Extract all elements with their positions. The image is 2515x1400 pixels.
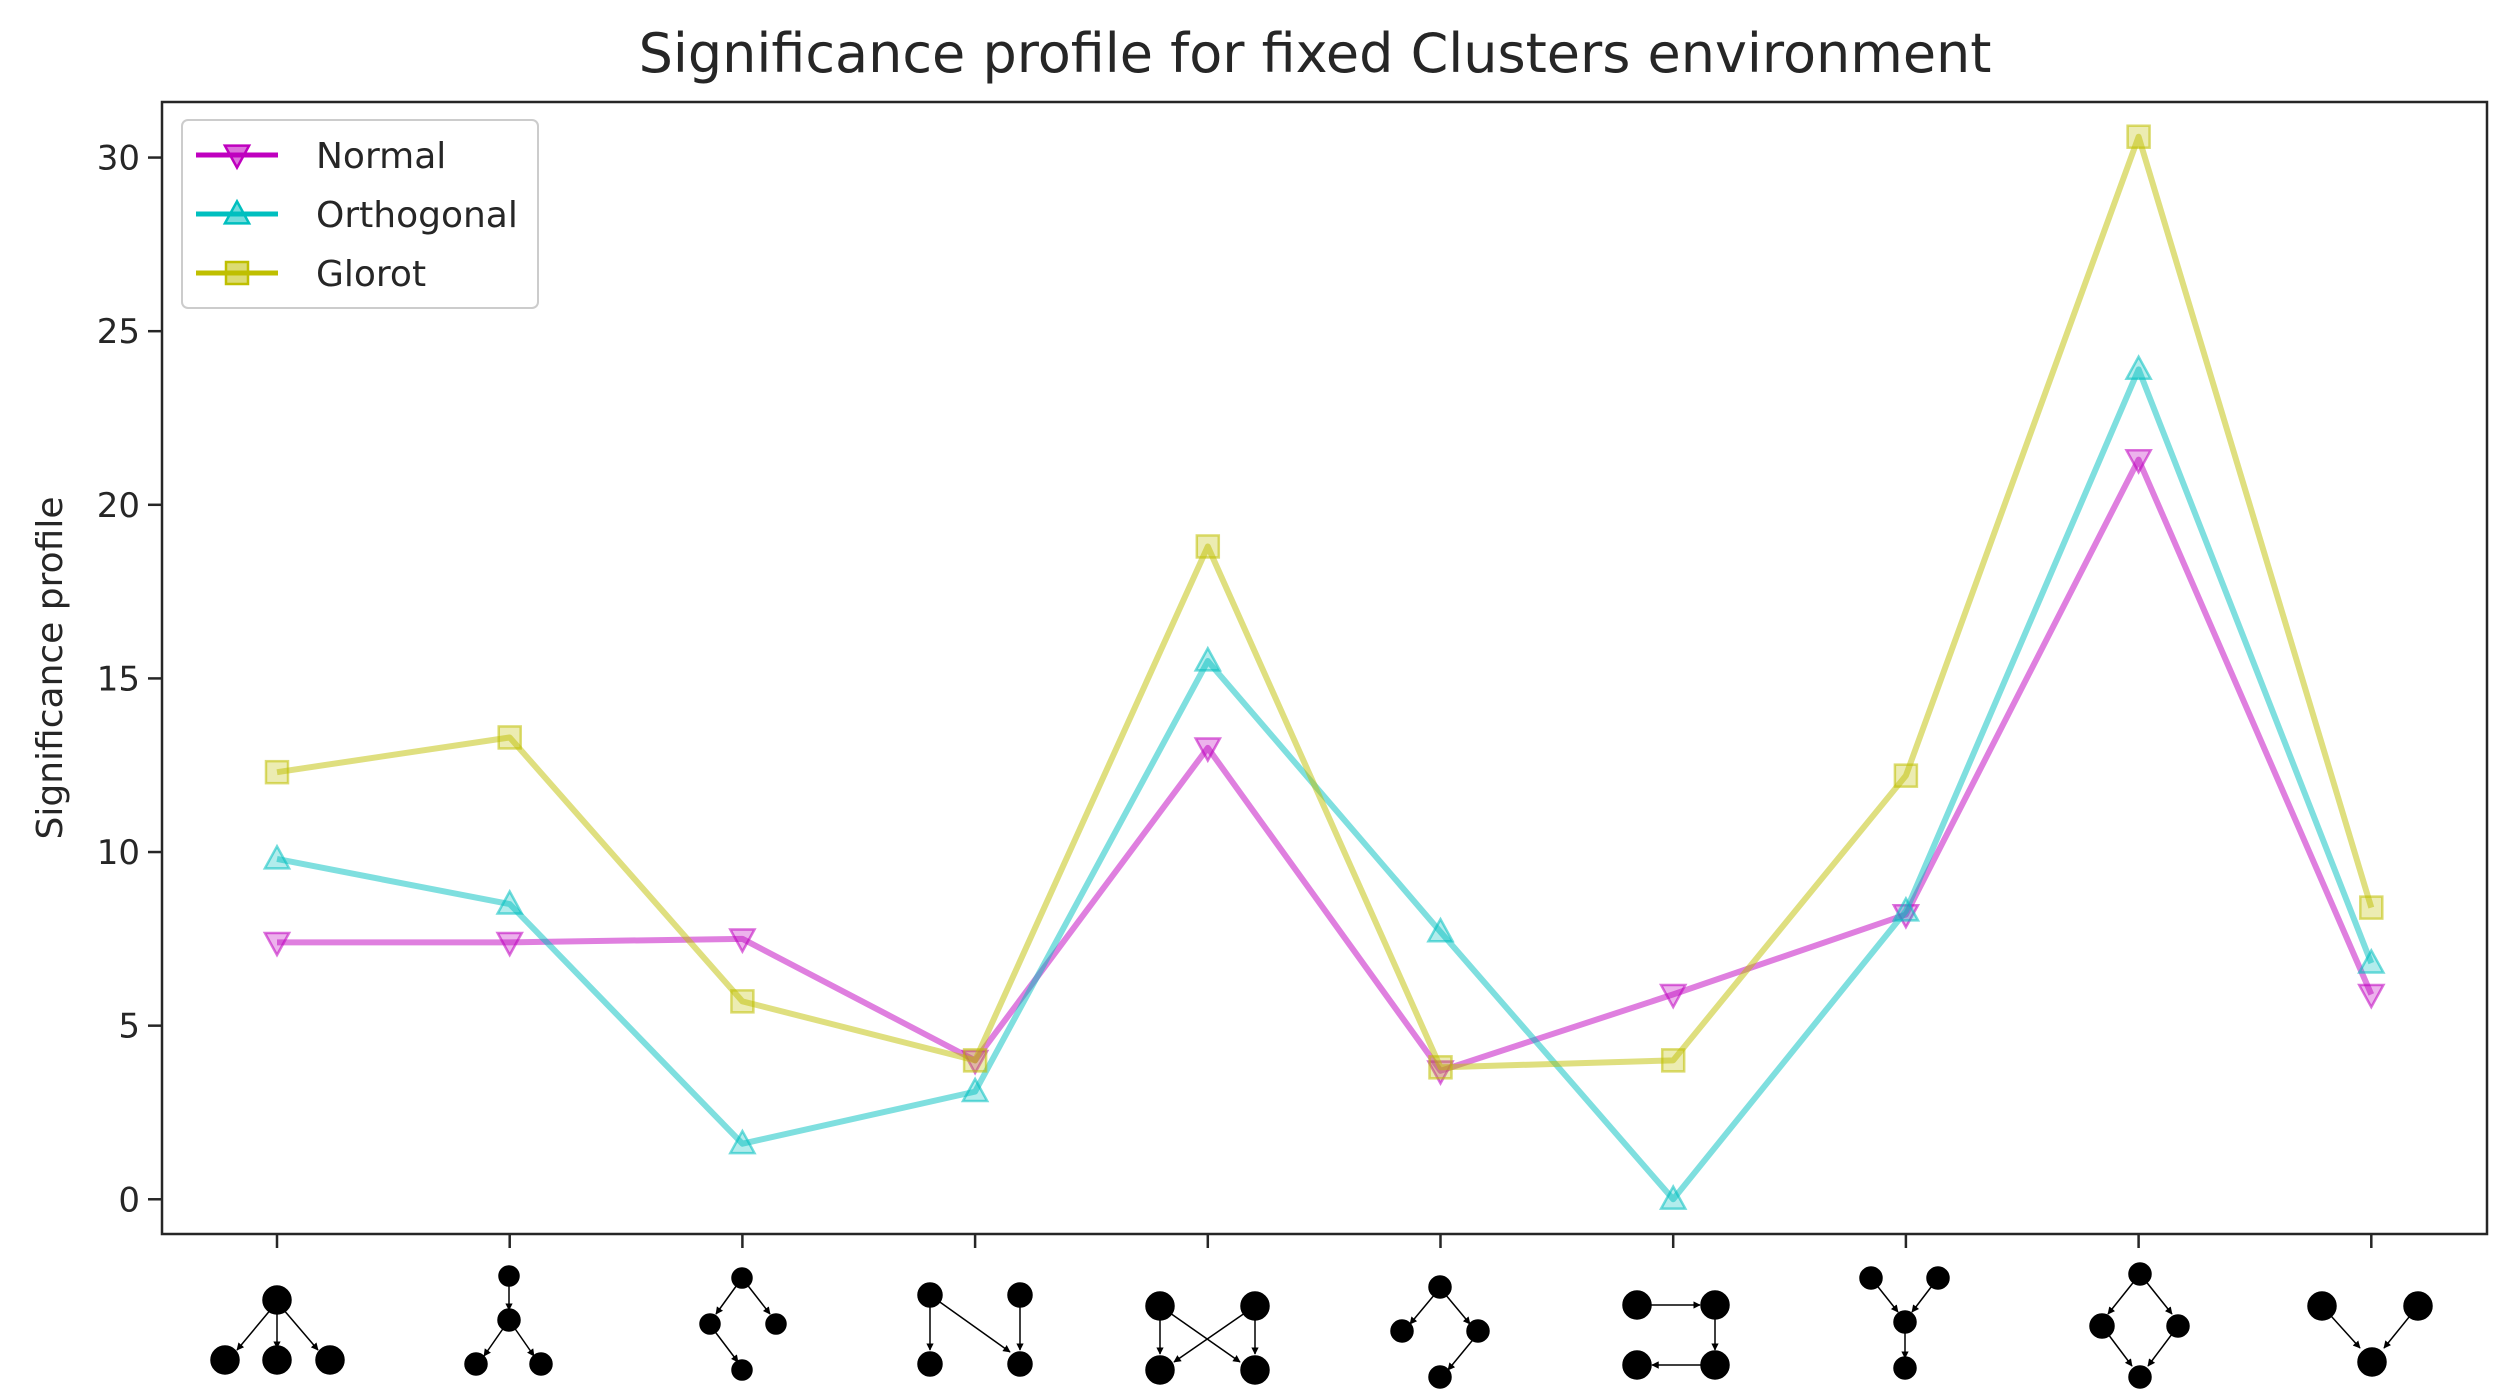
data-point <box>2357 947 2386 974</box>
series-line <box>277 456 2375 1074</box>
data-point <box>2359 895 2384 920</box>
data-point <box>962 1048 988 1073</box>
data-point <box>1891 895 1921 922</box>
series-orthogonal <box>262 354 2386 1210</box>
data-point <box>495 931 524 958</box>
data-point <box>2357 983 2386 1010</box>
motif-9-icon <box>2089 1262 2190 1389</box>
motif-10-icon <box>2307 1291 2433 1377</box>
data-point <box>960 1076 990 1103</box>
legend-item-orthogonal: Orthogonal <box>196 195 518 236</box>
motif-5-icon <box>1145 1291 1270 1385</box>
plot-area <box>160 100 2489 1236</box>
data-point <box>1193 645 1223 672</box>
motif-3-icon <box>699 1267 787 1381</box>
data-point <box>2126 124 2151 149</box>
data-point <box>1658 1184 1688 1210</box>
legend-swatch-marker <box>222 144 252 171</box>
motif-1-icon <box>210 1285 345 1375</box>
motif-4-icon <box>917 1282 1033 1377</box>
data-point <box>1428 1055 1453 1080</box>
data-point <box>1660 1048 1686 1073</box>
series-line <box>276 133 2375 1071</box>
data-point <box>1893 763 1919 788</box>
data-point <box>262 931 292 958</box>
y-tick-label: 20 <box>97 486 140 526</box>
legend-item-normal: Normal <box>196 136 446 177</box>
data-point <box>1193 737 1223 764</box>
data-point <box>495 888 524 915</box>
y-tick-label: 15 <box>97 659 140 699</box>
motif-icons <box>210 1262 2433 1389</box>
y-axis: 0 5 10 15 20 25 30 <box>97 139 162 1220</box>
legend-swatch-marker <box>224 260 250 286</box>
data-point <box>2124 449 2153 475</box>
y-tick-label: 0 <box>118 1180 140 1220</box>
motif-7-icon <box>1622 1290 1730 1380</box>
data-point <box>1658 983 1688 1010</box>
legend: Normal Orthogonal Glorot <box>181 119 539 309</box>
data-point <box>264 759 290 785</box>
y-tick-label: 30 <box>97 139 140 179</box>
y-tick-label: 25 <box>97 312 140 352</box>
chart-title: Significance profile for fixed Clusters … <box>639 22 1992 85</box>
data-point <box>1195 534 1221 559</box>
motif-8-icon <box>1859 1266 1950 1380</box>
legend-label: Normal <box>316 136 446 177</box>
y-tick-label: 10 <box>97 833 140 873</box>
y-tick-label: 5 <box>118 1007 140 1047</box>
data-point <box>1426 916 1455 943</box>
data-point <box>2124 354 2153 380</box>
x-axis <box>275 1234 2373 1248</box>
data-point <box>728 1128 757 1155</box>
series-line <box>276 366 2375 1203</box>
motif-6-icon <box>1390 1275 1490 1389</box>
motif-2-icon <box>464 1265 553 1376</box>
legend-label: Orthogonal <box>316 195 518 236</box>
legend-label: Glorot <box>316 254 426 295</box>
data-point <box>262 843 292 870</box>
series-glorot <box>264 124 2384 1080</box>
data-point <box>728 928 757 955</box>
data-point <box>730 989 755 1014</box>
series-layer <box>262 124 2386 1210</box>
y-axis-label: Significance profile <box>30 497 71 840</box>
legend-swatch-marker <box>222 198 252 225</box>
data-point <box>497 725 522 750</box>
legend-item-glorot: Glorot <box>196 254 426 295</box>
legend-box <box>181 119 539 309</box>
